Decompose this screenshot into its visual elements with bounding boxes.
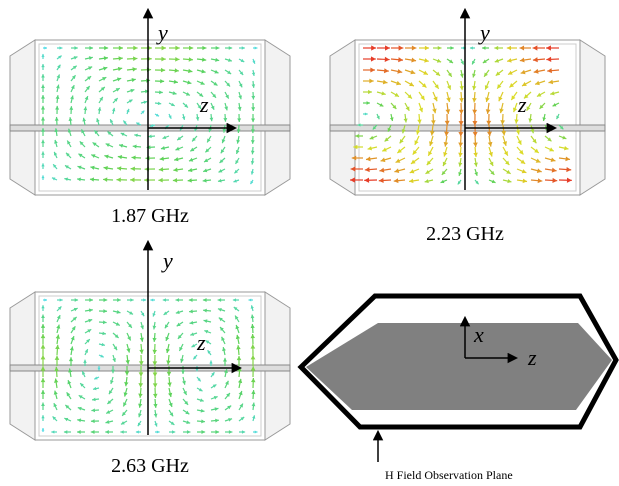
- axis-label: y: [156, 20, 168, 45]
- end-cap: [10, 40, 35, 195]
- caption: 2.23 GHz: [426, 223, 504, 245]
- field-panel: [10, 242, 290, 440]
- end-cap: [330, 40, 355, 195]
- axis-label: z: [199, 92, 209, 117]
- schematic: x z H Field Observation Plane: [301, 296, 616, 482]
- annotation: H Field Observation Plane: [385, 468, 513, 482]
- field-panel: [10, 10, 290, 195]
- shaded-region: [306, 323, 612, 410]
- end-cap: [265, 40, 290, 195]
- axis-label: z: [527, 345, 537, 370]
- end-cap: [580, 40, 605, 195]
- axis-label: y: [478, 20, 490, 45]
- figure: y z 1.87 GHz y z 2.23 GHz y z 2.63 GHz x…: [0, 0, 619, 486]
- cavity: [355, 40, 580, 195]
- caption: 1.87 GHz: [111, 205, 189, 227]
- field-panel: [330, 10, 605, 195]
- axis-label: z: [517, 92, 527, 117]
- axis-label: x: [473, 322, 484, 347]
- caption: 2.63 GHz: [111, 455, 189, 477]
- axis-label: y: [161, 248, 173, 273]
- axis-label: z: [196, 330, 206, 355]
